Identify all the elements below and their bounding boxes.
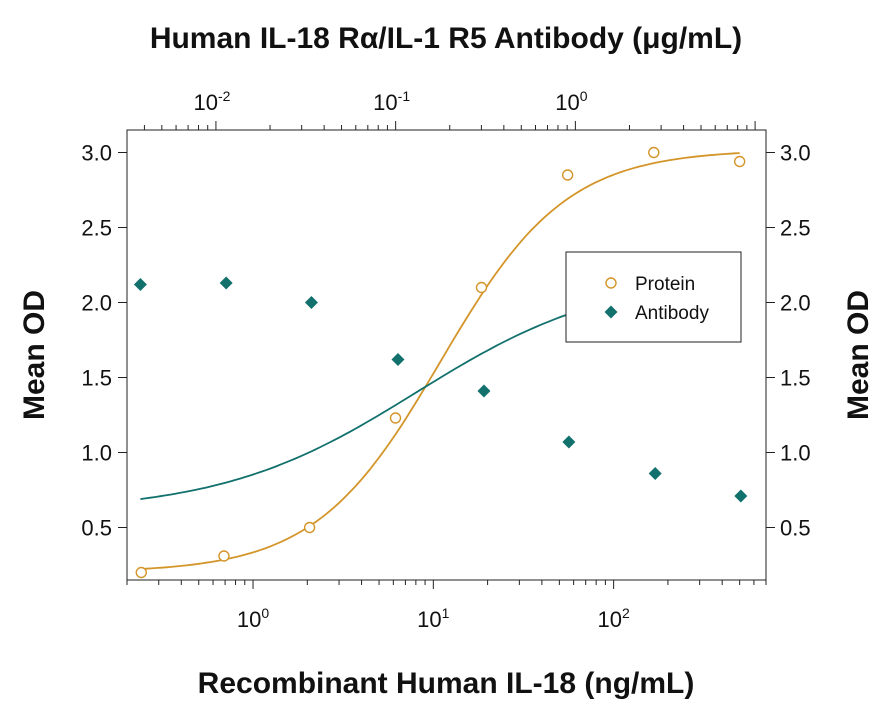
x-tick-label-bottom: 101 <box>417 605 449 632</box>
data-point-antibody <box>648 467 662 480</box>
fit-curve-protein <box>141 152 740 570</box>
data-point-antibody <box>133 278 147 291</box>
data-points <box>133 146 748 579</box>
data-point-protein <box>648 146 660 159</box>
y-tick-label-right: 1.0 <box>780 441 811 466</box>
x-tick-label-bottom: 102 <box>597 605 629 632</box>
fit-curves <box>140 152 741 570</box>
y-axis-label-right: Mean OD <box>842 290 875 420</box>
y-tick-label-left: 0.5 <box>81 516 112 541</box>
data-point-protein <box>475 281 488 294</box>
y-tick-label-left: 2.0 <box>81 291 112 316</box>
y-tick-label-right: 2.5 <box>780 216 811 241</box>
right-axis: 0.5 1.0 1.5 2.0 2.5 3.0 <box>766 141 811 541</box>
x-tick-label-top: 100 <box>555 88 587 115</box>
x-tick-label-bottom: 100 <box>237 605 269 632</box>
data-point-antibody <box>477 384 491 398</box>
legend-label-protein: Protein <box>635 274 695 295</box>
x-tick-label-top: 10-2 <box>193 88 230 115</box>
y-tick-label-right: 1.5 <box>780 366 811 391</box>
legend: Protein Antibody <box>565 251 742 343</box>
y-tick-label-left: 2.5 <box>81 216 112 241</box>
y-axis-label-left: Mean OD <box>18 290 51 420</box>
legend-box <box>565 251 742 343</box>
data-point-antibody <box>562 435 576 449</box>
data-point-antibody <box>304 296 318 309</box>
legend-label-antibody: Antibody <box>635 303 709 324</box>
data-point-protein <box>733 155 746 168</box>
y-tick-label-right: 3.0 <box>780 141 811 166</box>
data-point-antibody <box>219 276 233 290</box>
plot-frame <box>126 129 767 581</box>
data-point-protein <box>389 412 402 424</box>
data-point-protein <box>218 550 230 562</box>
y-tick-label-left: 1.5 <box>81 366 112 391</box>
y-tick-label-right: 0.5 <box>780 516 811 541</box>
legend-marker-protein <box>605 277 617 289</box>
left-axis: 0.5 1.0 1.5 2.0 2.5 3.0 <box>81 141 127 541</box>
data-point-antibody <box>734 489 748 503</box>
bottom-axis: 100 101 102 <box>126 580 767 632</box>
y-tick-label-left: 3.0 <box>81 141 112 166</box>
chart-title: Human IL-18 Rα/IL-1 R5 Antibody (μg/mL) <box>150 22 742 55</box>
data-point-antibody <box>391 353 405 366</box>
x-tick-label-top: 10-1 <box>373 88 410 115</box>
data-point-protein <box>561 169 574 181</box>
y-tick-label-right: 2.0 <box>780 291 811 316</box>
x-axis-label: Recombinant Human IL-18 (ng/mL) <box>198 667 695 700</box>
top-axis: 10-2 10-1 100 <box>143 88 756 130</box>
data-point-protein <box>303 521 316 534</box>
y-tick-label-left: 1.0 <box>81 441 112 466</box>
legend-marker-antibody <box>604 305 618 319</box>
data-point-protein <box>135 566 147 579</box>
